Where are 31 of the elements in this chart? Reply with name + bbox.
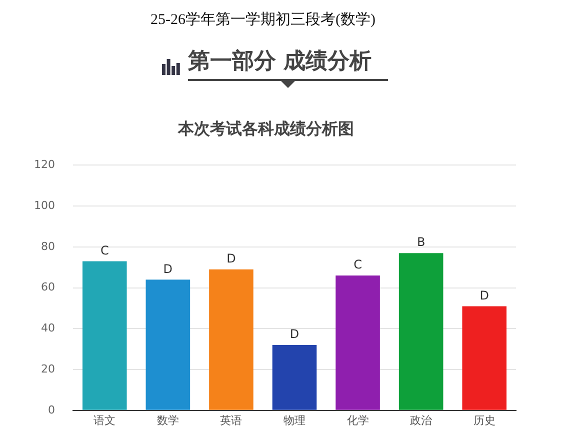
x-tick-label: 历史: [473, 414, 496, 427]
data-label: C: [100, 243, 109, 258]
x-tick-label: 物理: [284, 414, 306, 427]
x-tick-label: 数学: [156, 414, 179, 427]
text: 第一部分 成绩分析: [188, 48, 373, 76]
x-tick-label: 化学: [346, 414, 369, 427]
y-tick-label: 0: [48, 403, 55, 416]
bar: [336, 276, 380, 410]
y-tick-label: 100: [34, 198, 55, 212]
text: 25-26学年第一学期初三段考(数学): [150, 10, 376, 29]
y-tick-label: 60: [40, 280, 55, 294]
y-tick-label: 80: [40, 240, 55, 253]
bar: [398, 253, 444, 410]
bar: [82, 261, 127, 410]
y-tick-label: 40: [40, 322, 55, 335]
data-label: B: [416, 235, 426, 250]
data-label: C: [354, 258, 362, 272]
chart-title: 本次考试各科成绩分析图: [177, 118, 354, 138]
data-label: D: [163, 262, 173, 276]
x-tick-label: 政治: [410, 414, 432, 427]
data-label: D: [290, 327, 300, 342]
bar: [209, 269, 254, 410]
data-label: D: [226, 252, 236, 266]
x-tick-label: 语文: [94, 414, 116, 427]
x-tick-label: 英语: [220, 414, 242, 427]
bar: [146, 280, 190, 410]
bar: [462, 306, 507, 410]
data-label: D: [480, 288, 489, 302]
bar: [272, 345, 317, 410]
y-tick-label: 120: [34, 158, 55, 172]
y-tick-label: 20: [40, 362, 55, 376]
